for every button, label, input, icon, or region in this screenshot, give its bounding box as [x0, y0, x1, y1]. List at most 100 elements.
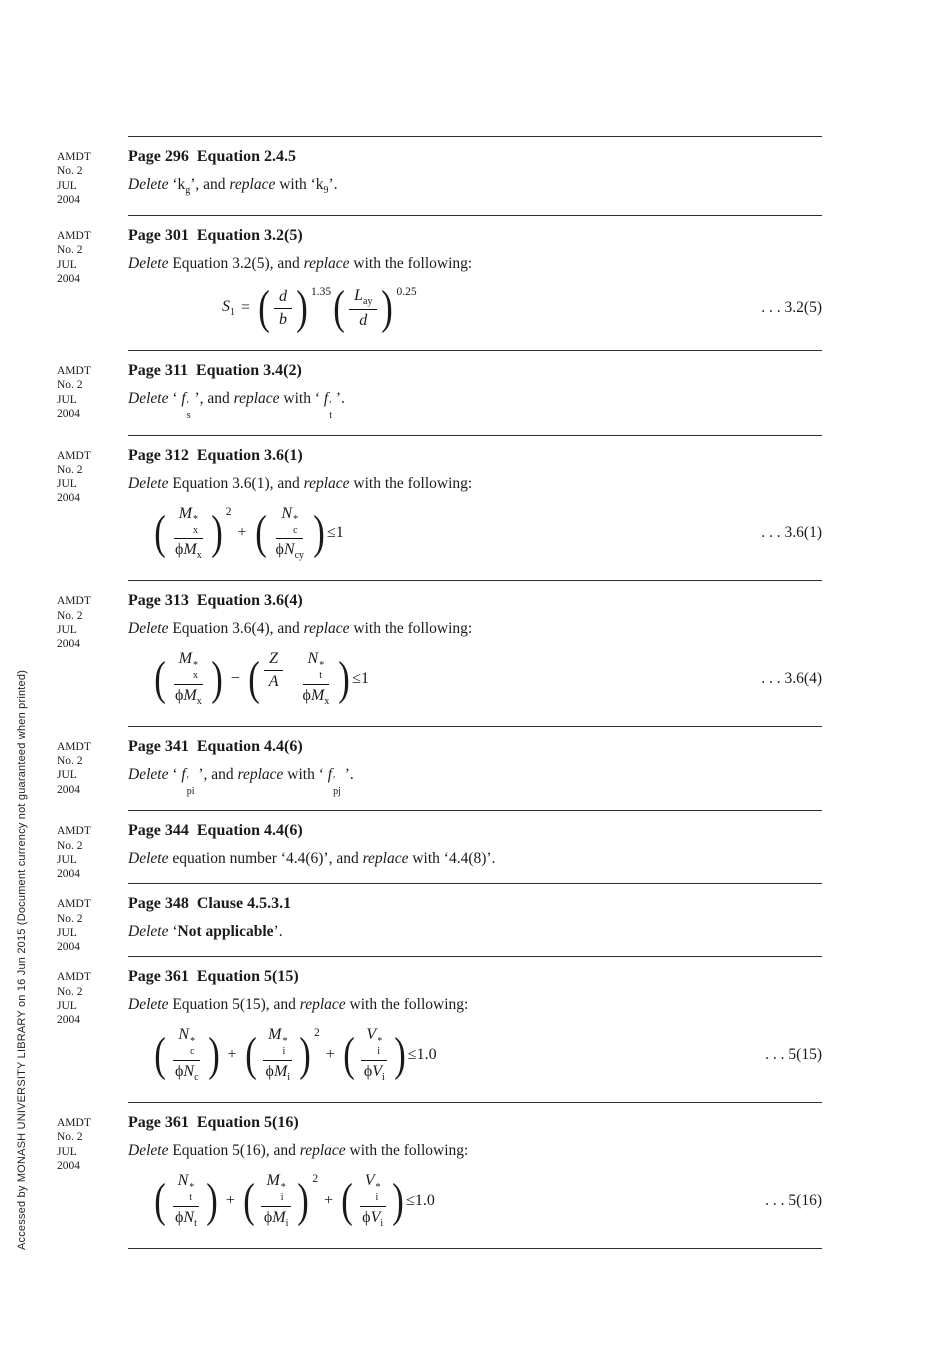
parenthesized-group: (N * c ϕNc): [152, 1026, 222, 1083]
equation: (N * c ϕNc) +(M * i ϕMi) 2 +(V * i ϕVi) ≤1.0: [152, 1026, 437, 1084]
text-segment: Equation 3.2(5), and: [168, 255, 304, 273]
amdt-margin-note: AMDT No. 2 JUL 2004: [57, 364, 115, 421]
text-segment: Equation 5(15), and: [168, 996, 300, 1014]
text-segment: ϕ: [302, 686, 311, 704]
text-segment: ’.: [331, 390, 345, 408]
parenthesized-group: (M * i ϕMi) 2: [244, 1026, 320, 1084]
equation-number: . . . 3.2(5): [761, 299, 822, 317]
amdt-note-line: 2004: [57, 638, 80, 651]
math-token: Mx: [310, 686, 330, 707]
text-segment: ϕ: [174, 1208, 184, 1226]
text-segment: ϕ: [265, 1062, 274, 1080]
text-segment: replace: [303, 474, 350, 492]
text-segment: replace: [303, 255, 350, 273]
amdt-note-line: AMDT: [57, 449, 91, 462]
parenthesis: ): [296, 281, 308, 335]
amdt-note-line: AMDT: [57, 740, 91, 753]
section-heading: Page 311 Equation 3.4(2): [128, 362, 302, 380]
math-token: M * x: [178, 504, 199, 536]
text-segment: ≤1: [352, 669, 370, 687]
equation-row: (N * t ϕNt) +(M * i ϕMi) 2 +(V * i ϕVi) ≤1.0 . . . 5(…: [128, 1172, 822, 1229]
section-heading: Page 361 Equation 5(15): [128, 968, 299, 986]
amendment-section: AMDT No. 2 JUL 2004 Page 313 Equation 3.6(4…: [57, 580, 822, 726]
amendment-section: AMDT No. 2 JUL 2004 Page 361 Equation 5(15)…: [57, 956, 822, 1102]
text-segment: replace: [299, 1142, 346, 1160]
amdt-margin-note: AMDT No. 2 JUL 2004: [57, 229, 115, 286]
amdt-note-line: JUL: [57, 999, 77, 1012]
fraction: M * i ϕMi: [259, 1172, 294, 1229]
amdt-margin-note: AMDT No. 2 JUL 2004: [57, 740, 115, 797]
parenthesis: (: [244, 1027, 257, 1081]
parenthesis: ): [299, 1027, 311, 1081]
parenthesized-group: (M * x ϕMx) 2: [154, 504, 232, 562]
instruction-text: Delete ‘Not applicable’.: [128, 921, 822, 943]
parenthesized-group: (Z A N * t ϕMx): [246, 650, 353, 707]
equation-number: . . . 3.6(4): [761, 669, 822, 687]
section-heading: Page 301 Equation 3.2(5): [128, 227, 303, 245]
text-segment: ϕ: [362, 1208, 371, 1226]
math-token: Vi: [370, 1208, 384, 1229]
fraction: M * x ϕMx: [170, 504, 207, 562]
text-segment: Equation 3.6(1), and: [168, 474, 304, 492]
text-segment: b: [279, 310, 288, 328]
text-segment: ϕ: [263, 1208, 273, 1226]
text-segment: ϕ: [174, 686, 184, 704]
text-segment: ≤1.0: [407, 1045, 437, 1063]
text-segment: ’, and: [190, 390, 234, 408]
text-segment: with ‘: [275, 176, 316, 193]
text-segment: Delete: [128, 620, 169, 638]
section-heading: Page 361 Equation 5(16): [128, 1114, 299, 1132]
text-segment: ‘: [168, 765, 182, 783]
math-token: M * i: [268, 1026, 288, 1058]
parenthesis: (: [333, 281, 345, 335]
amdt-margin-note: AMDT No. 2 JUL 2004: [57, 594, 115, 651]
math-token: f ′ t: [323, 390, 332, 422]
math-token: Ncy: [283, 541, 305, 562]
amdt-note-line: 2004: [57, 1159, 80, 1172]
parenthesized-group: (V * i ϕVi): [341, 1026, 408, 1083]
math-token: Mx: [183, 541, 202, 562]
amdt-note-line: No. 2: [57, 912, 83, 925]
amdt-note-line: JUL: [57, 769, 77, 782]
text-segment: Delete: [128, 1142, 169, 1160]
text-segment: replace: [233, 390, 280, 408]
text-segment: with the following:: [349, 620, 473, 638]
amendment-section: AMDT No. 2 JUL 2004 Page 296 Equation 2.4.5…: [57, 136, 822, 215]
amendment-section: AMDT No. 2 JUL 2004 Page 361 Equation 5(16)…: [57, 1102, 822, 1248]
parenthesis: (: [258, 281, 270, 335]
amdt-note-line: JUL: [57, 623, 77, 636]
parenthesis: (: [154, 1173, 166, 1227]
section-heading: Page 313 Equation 3.6(4): [128, 592, 303, 610]
parenthesized-group: (M * x ϕMx): [152, 650, 225, 707]
parenthesis: (: [243, 1173, 255, 1227]
text-segment: with ‘4.4(8)’.: [408, 850, 496, 868]
text-segment: ’.: [328, 176, 338, 193]
amdt-note-line: No. 2: [57, 165, 83, 178]
amdt-note-line: 2004: [57, 1014, 80, 1027]
amendment-section: AMDT No. 2 JUL 2004 Page 341 Equation 4.4(6…: [57, 725, 822, 811]
math-token: Mx: [183, 686, 202, 707]
parenthesized-group: (d b) 1.35: [258, 281, 332, 335]
text-segment: Delete: [128, 765, 169, 783]
fraction: Lay d: [349, 287, 378, 330]
section-heading: Page 348 Clause 4.5.3.1: [128, 895, 292, 913]
text-segment: d: [359, 311, 368, 329]
text-segment: ‘: [168, 390, 182, 408]
fraction: V * i ϕVi: [359, 1026, 390, 1083]
text-segment: replace: [362, 850, 409, 868]
equation-number: . . . 3.6(1): [761, 523, 822, 541]
text-segment: ‘: [168, 923, 178, 941]
amdt-note-line: AMDT: [57, 898, 91, 911]
amdt-note-line: No. 2: [57, 609, 83, 622]
amdt-note-line: No. 2: [57, 985, 83, 998]
amendment-section: AMDT No. 2 JUL 2004 Page 348 Clause 4.5.3.1…: [57, 883, 822, 956]
parenthesized-group: (N * t ϕNt): [152, 1172, 220, 1229]
text-segment: Delete: [128, 390, 169, 408]
text-segment: Z: [269, 650, 279, 668]
equation-number: . . . 5(15): [765, 1045, 822, 1063]
access-watermark: Accessed by MONASH UNIVERSITY LIBRARY on…: [16, 669, 28, 1250]
math-token: Vi: [372, 1062, 385, 1084]
amdt-note-line: JUL: [57, 393, 77, 406]
